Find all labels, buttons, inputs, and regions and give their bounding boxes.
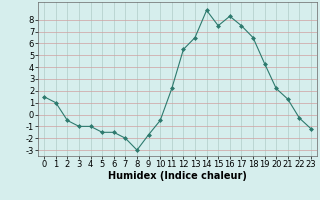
X-axis label: Humidex (Indice chaleur): Humidex (Indice chaleur) — [108, 171, 247, 181]
